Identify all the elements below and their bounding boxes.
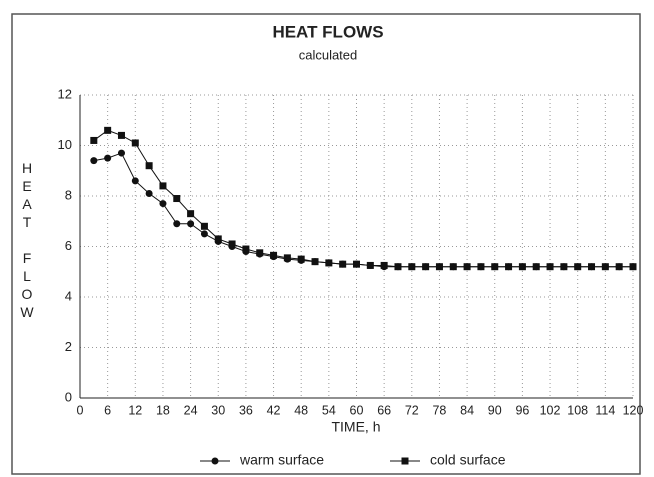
- marker: [283, 254, 291, 262]
- marker: [601, 263, 609, 271]
- y-tick-label: 12: [58, 86, 72, 101]
- marker: [491, 263, 499, 271]
- marker: [297, 255, 305, 263]
- x-tick-label: 102: [540, 403, 561, 417]
- marker: [477, 263, 485, 271]
- marker: [505, 263, 513, 271]
- marker: [145, 189, 153, 197]
- frame: [11, 13, 641, 475]
- y-tick-label: 0: [65, 389, 72, 404]
- marker: [408, 263, 416, 271]
- x-tick-label: 54: [322, 403, 336, 417]
- marker: [90, 136, 98, 144]
- marker: [311, 258, 319, 266]
- marker: [90, 157, 98, 165]
- marker: [532, 263, 540, 271]
- marker: [145, 162, 153, 170]
- chart-title: HEAT FLOWS: [272, 22, 383, 41]
- marker: [242, 245, 250, 253]
- marker: [200, 230, 208, 238]
- marker: [187, 210, 195, 218]
- marker: [228, 240, 236, 248]
- x-tick-label: 0: [77, 403, 84, 417]
- y-tick-label: 10: [58, 137, 72, 152]
- marker: [159, 182, 167, 190]
- marker: [104, 154, 112, 162]
- marker: [588, 263, 596, 271]
- marker: [615, 263, 623, 271]
- marker: [422, 263, 430, 271]
- x-tick-label: 90: [488, 403, 502, 417]
- series-line: [93, 129, 633, 268]
- x-tick-label: 36: [239, 403, 253, 417]
- x-tick-label: 84: [460, 403, 474, 417]
- marker: [560, 263, 568, 271]
- x-tick-label: 72: [405, 403, 419, 417]
- marker: [131, 177, 139, 185]
- marker: [173, 195, 181, 203]
- x-tick-label: 12: [128, 403, 142, 417]
- marker: [380, 261, 388, 269]
- x-tick-label: 48: [294, 403, 308, 417]
- marker: [173, 220, 181, 228]
- x-tick-label: 30: [211, 403, 225, 417]
- marker: [131, 139, 139, 147]
- x-tick-label: 6: [104, 403, 111, 417]
- x-tick-label: 120: [623, 403, 644, 417]
- marker: [211, 457, 219, 465]
- marker: [270, 251, 278, 259]
- marker: [629, 263, 637, 271]
- marker: [546, 263, 554, 271]
- x-tick-label: 108: [567, 403, 588, 417]
- marker: [117, 131, 125, 139]
- marker: [325, 259, 333, 267]
- marker: [435, 263, 443, 271]
- x-tick-label: 18: [156, 403, 170, 417]
- x-axis-label: TIME, h: [331, 419, 380, 435]
- marker: [401, 457, 409, 465]
- marker: [256, 249, 264, 257]
- x-tick-label: 60: [350, 403, 364, 417]
- y-tick-label: 8: [65, 187, 72, 202]
- marker: [394, 263, 402, 271]
- x-tick-label: 24: [184, 403, 198, 417]
- marker: [518, 263, 526, 271]
- marker: [449, 263, 457, 271]
- marker: [117, 149, 125, 157]
- legend-label: warm surface: [239, 452, 324, 468]
- marker: [200, 222, 208, 230]
- marker: [187, 220, 195, 228]
- marker: [104, 126, 112, 134]
- x-tick-label: 96: [515, 403, 529, 417]
- marker: [353, 260, 360, 268]
- marker: [463, 263, 471, 271]
- marker: [339, 260, 347, 268]
- x-tick-label: 42: [267, 403, 281, 417]
- x-tick-label: 78: [432, 403, 446, 417]
- marker: [574, 263, 582, 271]
- legend-label: cold surface: [430, 452, 506, 468]
- x-tick-label: 114: [595, 403, 615, 417]
- marker: [159, 200, 167, 208]
- y-tick-label: 6: [65, 238, 72, 253]
- chart-subtitle: calculated: [299, 47, 358, 62]
- series-line: [93, 152, 633, 268]
- x-tick-label: 66: [377, 403, 391, 417]
- marker: [366, 261, 374, 269]
- y-tick-label: 4: [65, 288, 72, 303]
- marker: [214, 235, 222, 243]
- y-tick-label: 2: [65, 339, 72, 354]
- y-axis-label: HEAT FLOW: [19, 160, 35, 322]
